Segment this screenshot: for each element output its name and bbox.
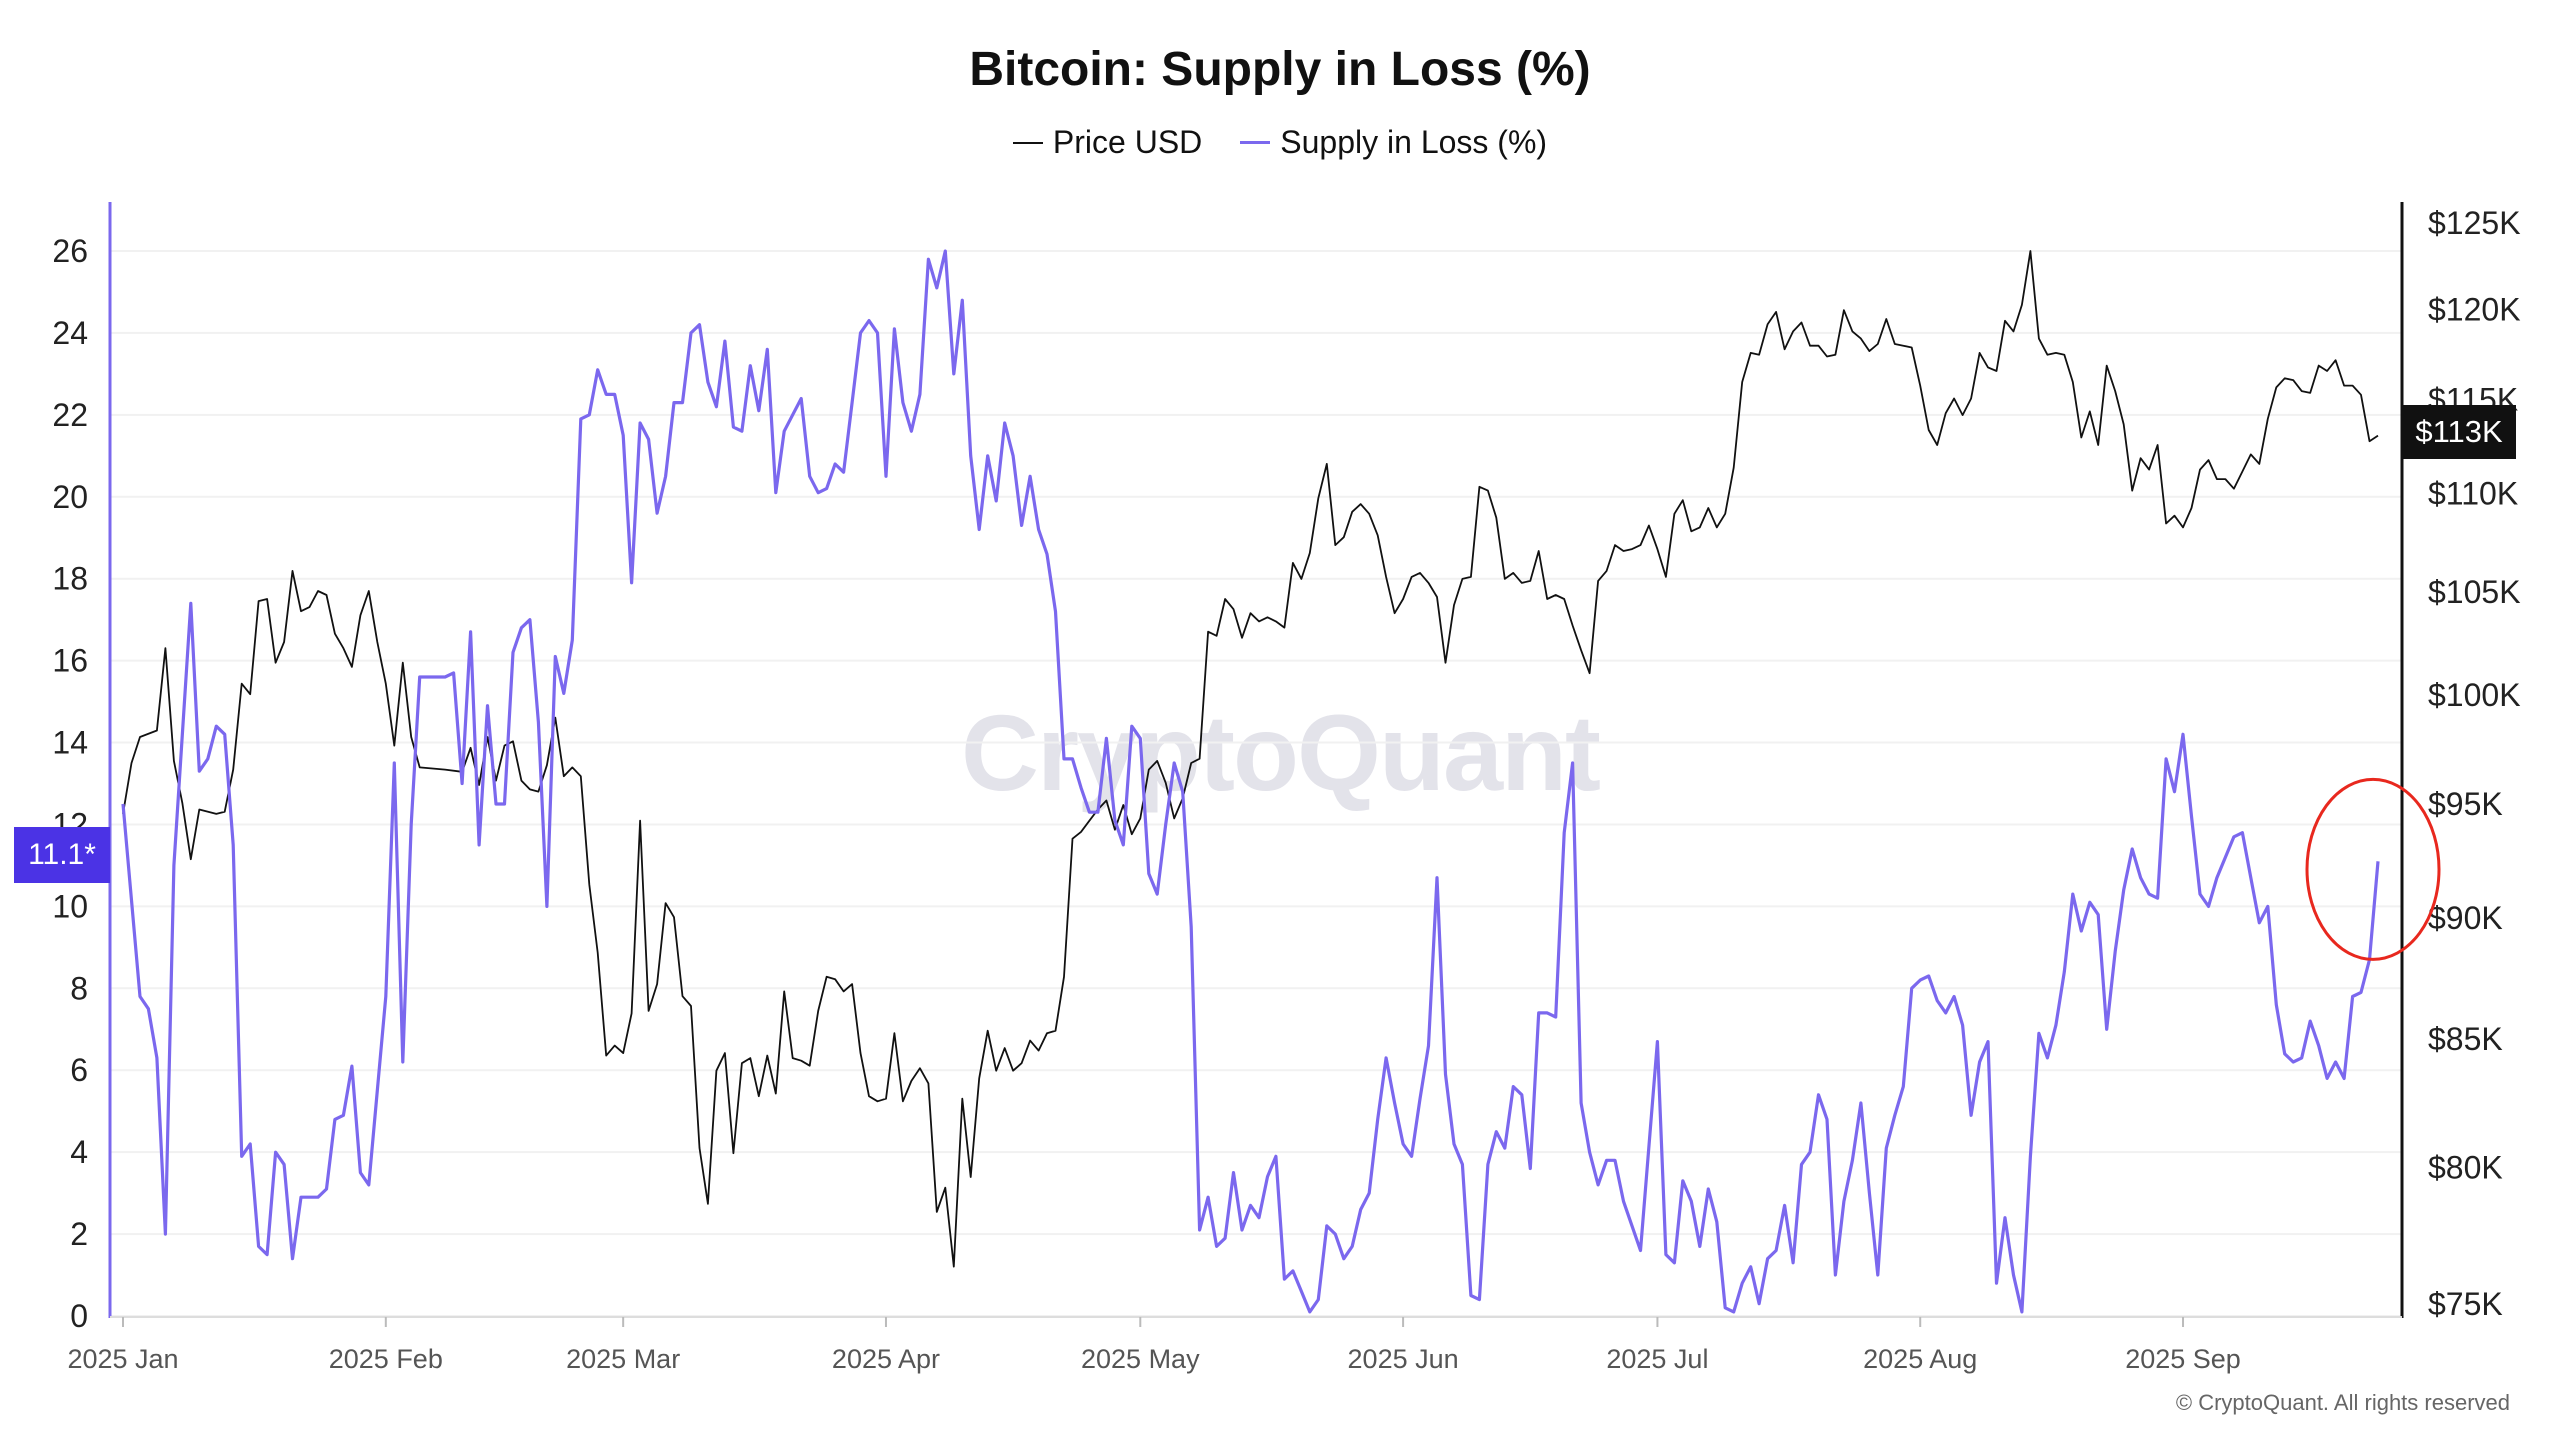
y-left-tick-label: 20 — [52, 479, 88, 515]
y-left-tick-label: 22 — [52, 397, 88, 433]
y-right-tick-label: $75K — [2428, 1286, 2503, 1322]
x-tick-label: 2025 Aug — [1863, 1344, 1977, 1374]
x-tick-label: 2025 Jul — [1606, 1344, 1708, 1374]
legend-swatch-supply-in-loss — [1240, 141, 1271, 144]
y-left-tick-label: 6 — [70, 1052, 88, 1088]
x-tick-label: 2025 Sep — [2125, 1344, 2241, 1374]
legend-item-supply-in-loss[interactable]: Supply in Loss (%) — [1240, 124, 1547, 161]
y-left-tick-label: 14 — [52, 725, 88, 761]
y-left-tick-label: 2 — [70, 1216, 88, 1252]
legend-swatch-price — [1012, 141, 1043, 144]
y-right-tick-label: $120K — [2428, 291, 2521, 327]
legend: Price USD Supply in Loss (%) — [0, 124, 2560, 161]
y-left-tick-label: 26 — [52, 233, 88, 269]
y-left-tick-label: 4 — [70, 1134, 88, 1170]
y-right-tick-label: $90K — [2428, 900, 2503, 936]
y-left-tick-label: 8 — [70, 970, 88, 1006]
y-left-tick-label: 10 — [52, 888, 88, 924]
y-right-tick-label: $105K — [2428, 574, 2521, 610]
legend-item-price[interactable]: Price USD — [1012, 124, 1203, 161]
y-left-tick-label: 24 — [52, 315, 88, 351]
y-right-tick-label: $110K — [2428, 476, 2518, 512]
series-line-price-usd — [122, 250, 2379, 1268]
legend-label-supply-in-loss: Supply in Loss (%) — [1280, 124, 1548, 160]
y-left-tick-label: 0 — [70, 1298, 88, 1334]
y-right-tick-label: $100K — [2428, 677, 2521, 713]
y-right-tick-label: $80K — [2428, 1149, 2503, 1185]
series-line-supply-in-loss — [121, 249, 2380, 1314]
legend-label-price: Price USD — [1052, 124, 1203, 160]
x-tick-label: 2025 Jun — [1348, 1344, 1459, 1374]
annotation-circle — [2305, 777, 2441, 961]
y-right-tick-label: $125K — [2428, 205, 2521, 241]
y-left-tick-label: 16 — [52, 643, 88, 679]
x-tick-label: 2025 May — [1081, 1344, 1200, 1374]
y-left-tick-label: 18 — [52, 561, 88, 597]
chart-title: Bitcoin: Supply in Loss (%) — [969, 43, 1591, 96]
x-tick-label: 2025 Mar — [566, 1344, 680, 1374]
copyright: © CryptoQuant. All rights reserved — [2175, 1390, 2510, 1415]
x-tick-label: 2025 Feb — [329, 1344, 443, 1374]
current-value-badge-left: 11.1* — [14, 827, 110, 883]
y-right-tick-label: $85K — [2428, 1021, 2503, 1057]
y-right-tick-label: $95K — [2428, 786, 2503, 822]
current-value-badge-right: $113K — [2402, 405, 2516, 459]
watermark: CryptoQuant — [961, 692, 1601, 813]
x-tick-label: 2025 Jan — [67, 1344, 178, 1374]
x-tick-label: 2025 Apr — [832, 1344, 940, 1374]
